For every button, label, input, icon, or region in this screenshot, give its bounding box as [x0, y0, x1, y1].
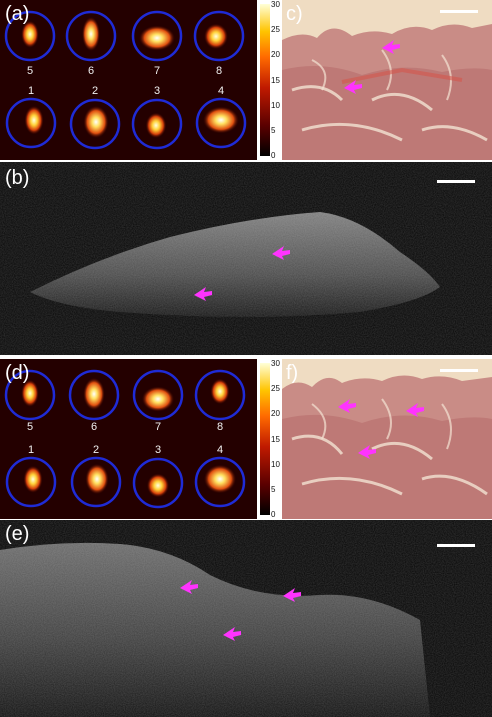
arrow-marker [180, 580, 198, 594]
arrow-marker [272, 246, 290, 260]
roi-circle [69, 98, 121, 150]
spot-1 [5, 97, 57, 149]
panel-f-histology: f) [282, 359, 492, 519]
spot-8 [194, 369, 246, 421]
panel-a-heatmap-grid: 5 6 7 8 1 2 3 4 (a) [0, 0, 257, 160]
panel-label: f) [286, 362, 299, 384]
panel-e-oct-image: (e) [0, 520, 492, 717]
colorbar-tick: 15 [271, 435, 280, 444]
arrow-marker [194, 287, 212, 301]
scale-bar [437, 544, 475, 547]
spot-6 [68, 369, 120, 421]
scale-bar [437, 180, 475, 183]
spot-4 [195, 97, 247, 149]
colorbar-tick: 30 [271, 0, 280, 9]
panel-c-histology: c) [282, 0, 492, 160]
colorbar-gradient [260, 363, 270, 515]
arrow-marker [358, 445, 376, 459]
colorbar-tick: 25 [271, 384, 280, 393]
spot-number: 5 [26, 421, 34, 433]
oct-image [0, 162, 492, 355]
colorbar-d: 30 25 20 15 10 5 0 [258, 359, 280, 519]
spot-number: 7 [154, 421, 162, 433]
colorbar-tick: 10 [271, 460, 280, 469]
roi-circle [195, 97, 247, 149]
spot-7 [131, 10, 183, 62]
colorbar-tick: 15 [271, 76, 280, 85]
arrow-marker [283, 588, 301, 602]
roi-circle [194, 369, 246, 421]
spot-number: 2 [92, 444, 100, 456]
scale-bar [440, 10, 478, 13]
colorbar-a: 30 25 20 15 10 5 0 [258, 0, 280, 160]
roi-circle [194, 456, 246, 508]
spot-number: 4 [216, 444, 224, 456]
colorbar-tick: 0 [271, 151, 276, 160]
colorbar-tick: 5 [271, 126, 276, 135]
spot-6 [65, 10, 117, 62]
roi-circle [65, 10, 117, 62]
colorbar-gradient [260, 4, 270, 156]
arrow-marker [338, 399, 356, 413]
spot-2 [70, 456, 122, 508]
spot-5 [4, 10, 56, 62]
spot-number: 7 [153, 65, 161, 77]
spot-number: 3 [154, 444, 162, 456]
spot-3 [131, 98, 183, 150]
spot-2 [69, 98, 121, 150]
arrow-marker [382, 40, 400, 54]
panel-a-heatmaps [4, 10, 247, 150]
spot-3 [132, 457, 184, 509]
oct-image [0, 520, 492, 717]
colorbar-tick: 30 [271, 359, 280, 368]
roi-circle [132, 457, 184, 509]
spot-number: 6 [90, 421, 98, 433]
histology-image [282, 10, 492, 160]
roi-circle [5, 456, 57, 508]
spot-number: 3 [153, 85, 161, 97]
roi-circle [4, 10, 56, 62]
spot-number: 4 [217, 85, 225, 97]
spot-number: 8 [215, 65, 223, 77]
colorbar-tick: 25 [271, 25, 280, 34]
colorbar-tick: 5 [271, 485, 276, 494]
spot-number: 1 [27, 85, 35, 97]
colorbar-tick: 20 [271, 50, 280, 59]
roi-circle [4, 369, 56, 421]
panel-label: (b) [5, 167, 30, 189]
spot-number: 1 [27, 444, 35, 456]
spot-8 [193, 10, 245, 62]
colorbar-tick: 0 [271, 510, 276, 519]
roi-circle [193, 10, 245, 62]
arrow-marker [406, 403, 424, 417]
panel-b-oct-image: (b) [0, 162, 492, 355]
colorbar-tick: 10 [271, 101, 280, 110]
spot-7 [132, 369, 184, 421]
roi-circle [5, 97, 57, 149]
panel-label: c) [286, 3, 303, 25]
spot-number: 2 [91, 85, 99, 97]
arrow-marker [223, 627, 241, 641]
panel-label: (a) [5, 3, 30, 25]
spot-5 [4, 369, 56, 421]
panel-d-heatmaps [4, 369, 246, 509]
panel-label: (d) [5, 362, 30, 384]
spot-number: 6 [87, 65, 95, 77]
colorbar-tick: 20 [271, 409, 280, 418]
roi-circle [131, 98, 183, 150]
roi-circle [68, 369, 120, 421]
panel-label: (e) [5, 523, 30, 545]
roi-circle [70, 456, 122, 508]
spot-number: 5 [26, 65, 34, 77]
spot-4 [194, 456, 246, 508]
spot-1 [5, 456, 57, 508]
roi-circle [131, 10, 183, 62]
panel-d-heatmap-grid: 5 6 7 8 1 2 3 4 (d) [0, 359, 257, 519]
roi-circle [132, 369, 184, 421]
scale-bar [440, 369, 478, 372]
spot-number: 8 [216, 421, 224, 433]
arrow-marker [344, 80, 362, 94]
histology-image [282, 369, 492, 519]
